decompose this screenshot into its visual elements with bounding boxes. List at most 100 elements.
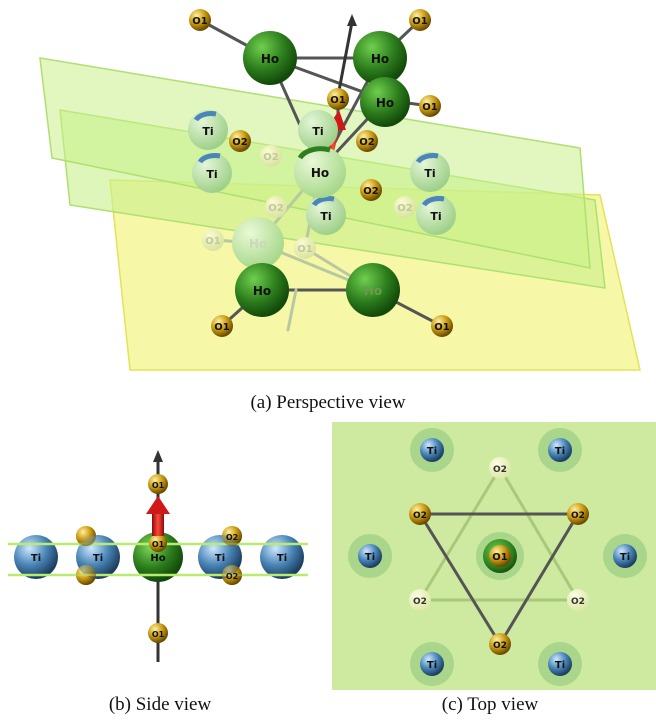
svg-text:O2: O2 [493, 465, 507, 475]
top-view-diagram: Ti Ti Ti Ti Ti Ti O2 O2 O2 O2 O2 O2 O1 [332, 422, 656, 690]
svg-text:Ti: Ti [555, 660, 565, 671]
o2-atom: O2 [222, 565, 242, 585]
o1-atom: O1 [211, 315, 233, 337]
svg-text:Ti: Ti [365, 552, 375, 563]
ti-atom: Ti [298, 110, 338, 150]
svg-text:Ti: Ti [427, 446, 437, 457]
o2-atom [76, 565, 96, 585]
svg-text:Ho: Ho [253, 284, 271, 298]
svg-text:O2: O2 [263, 152, 279, 163]
o2-atom: O2 [222, 526, 242, 546]
ti-atom: Ti [348, 534, 392, 578]
faded-triangle [417, 465, 581, 602]
ho-o1-center-stack: O1 [476, 532, 524, 580]
svg-text:Ti: Ti [427, 660, 437, 671]
svg-text:O2: O2 [363, 186, 379, 197]
svg-text:O2: O2 [359, 137, 375, 148]
svg-text:O2: O2 [413, 597, 427, 607]
ti-atom: Ti [410, 642, 454, 686]
o2-atom: O2 [356, 130, 378, 152]
o2-atom: O2 [567, 503, 589, 525]
svg-text:O2: O2 [268, 203, 284, 214]
o1-atom: O1 [431, 315, 453, 337]
svg-text:Ti: Ti [320, 210, 331, 223]
magnetic-moment-arrow [146, 496, 170, 536]
o1-atom: O1 [419, 95, 441, 117]
ti-atom: Ti [410, 152, 450, 192]
svg-text:Ho: Ho [364, 284, 382, 298]
svg-text:O2: O2 [571, 597, 585, 607]
ti-atom: Ti [192, 153, 232, 193]
svg-text:Ti: Ti [312, 125, 323, 138]
svg-text:Ti: Ti [620, 552, 630, 563]
svg-text:O1: O1 [297, 244, 313, 255]
o2-atom-faded: O2 [409, 589, 431, 611]
o2-atom-faded: O2 [489, 457, 511, 479]
svg-text:Ti: Ti [555, 446, 565, 457]
svg-text:O1: O1 [205, 236, 221, 247]
ho-atom: Ho [243, 31, 297, 85]
caption-top-view: (c) Top view [441, 694, 539, 715]
svg-text:O1: O1 [152, 540, 165, 549]
o1-atom: O1 [409, 9, 431, 31]
o1-atom: O1 [148, 623, 168, 643]
ti-atom: Ti [538, 428, 582, 472]
svg-text:O2: O2 [493, 641, 507, 651]
o2-atom-faded: O2 [567, 589, 589, 611]
o2-triangle [417, 512, 581, 647]
svg-text:Ho: Ho [261, 52, 279, 66]
svg-text:Ti: Ti [202, 125, 213, 138]
o2-atom-faded: O2 [394, 196, 416, 218]
ti-atom: Ti [410, 428, 454, 472]
ho-atom: Ho [346, 263, 400, 317]
svg-text:Ho: Ho [249, 237, 267, 251]
side-view-diagram: Ti Ti Ti Ti Ho O2 O2 O1 O1 O1 [8, 450, 308, 662]
svg-text:Ho: Ho [376, 96, 394, 110]
svg-text:Ho: Ho [311, 166, 329, 180]
svg-text:Ti: Ti [215, 553, 225, 564]
o2-atom-faded: O2 [265, 196, 287, 218]
caption-side-view: (b) Side view [108, 694, 212, 715]
o2-atom: O2 [229, 130, 251, 152]
svg-text:O1: O1 [412, 16, 428, 27]
o2-atom: O2 [409, 503, 431, 525]
side-axis-arrowhead [153, 450, 163, 462]
svg-text:Ti: Ti [430, 210, 441, 223]
o1-atom: O1 [148, 474, 168, 494]
o2-atom: O2 [489, 633, 511, 655]
o1-atom: O1 [327, 88, 349, 110]
ti-atom: Ti [603, 534, 647, 578]
svg-text:O1: O1 [192, 16, 208, 27]
axis-arrowhead [347, 14, 357, 26]
svg-text:Ti: Ti [206, 168, 217, 181]
svg-text:Ho: Ho [150, 553, 165, 564]
svg-text:O2: O2 [413, 511, 427, 521]
ti-atom: Ti [538, 642, 582, 686]
o2-atom: O2 [360, 179, 382, 201]
svg-text:Ti: Ti [424, 167, 435, 180]
perspective-view-diagram: Ti Ti Ti Ti Ti Ti O2 O2 O2 O1 O1 O2 O2 O… [39, 9, 641, 371]
svg-text:O2: O2 [226, 533, 238, 542]
svg-text:Ho: Ho [371, 52, 389, 66]
moment-axis-line [336, 21, 354, 97]
svg-text:O1: O1 [330, 95, 346, 106]
svg-text:O2: O2 [571, 511, 585, 521]
ho-atom-faded: Ho [232, 217, 284, 269]
svg-text:O2: O2 [226, 572, 238, 581]
caption-perspective-view: (a) Perspective view [250, 392, 406, 413]
svg-text:O1: O1 [152, 481, 165, 490]
svg-text:O2: O2 [397, 203, 413, 214]
ho-atom: Ho [235, 263, 289, 317]
o1-atom: O1 [149, 534, 167, 552]
svg-text:O2: O2 [232, 137, 248, 148]
ti-atom: Ti [260, 535, 304, 579]
svg-text:O1: O1 [434, 322, 450, 333]
ho-atom: Ho [360, 77, 410, 127]
ho-atom: Ho [353, 31, 407, 85]
svg-text:Ti: Ti [277, 553, 287, 564]
o1-atom-faded: O1 [294, 237, 316, 259]
ti-atom: Ti [416, 195, 456, 235]
svg-text:O1: O1 [422, 102, 438, 113]
o2-atom-faded: O2 [260, 145, 282, 167]
ho-atom-faded: Ho [294, 146, 346, 198]
